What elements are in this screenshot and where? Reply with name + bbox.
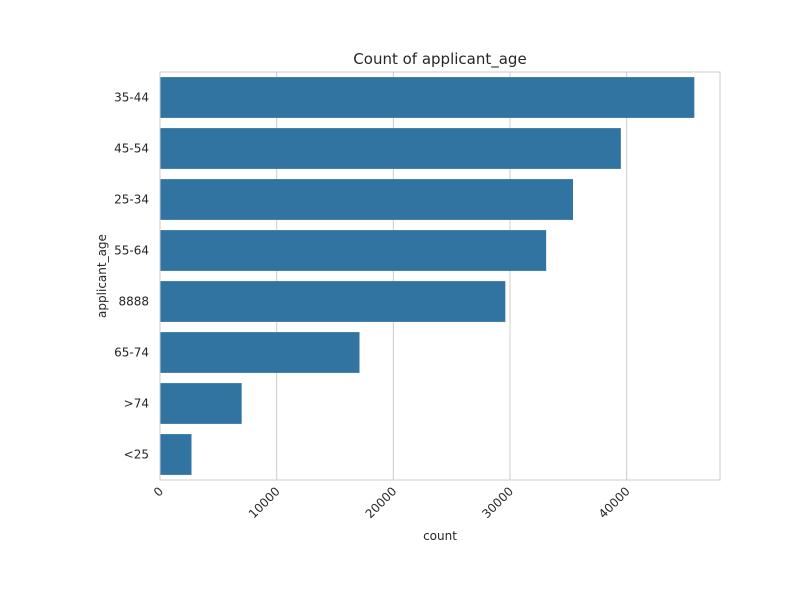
x-tick-label: 20000 (363, 484, 400, 521)
y-tick-label: 35-44 (114, 91, 149, 105)
x-tick-label: 30000 (479, 484, 516, 521)
x-tick-label: 40000 (596, 484, 633, 521)
bar (160, 281, 506, 322)
bar (160, 179, 573, 220)
x-tick-label: 10000 (246, 484, 283, 521)
bars (160, 77, 695, 475)
bar (160, 383, 242, 424)
bar (160, 77, 695, 118)
chart-title: Count of applicant_age (353, 50, 526, 69)
y-tick-label: 55-64 (114, 244, 149, 258)
y-tick-label: 45-54 (114, 142, 149, 156)
x-axis-label: count (423, 529, 457, 543)
y-tick-label: 25-34 (114, 193, 149, 207)
y-axis-label: applicant_age (95, 234, 109, 318)
y-tick-label: <25 (124, 448, 149, 462)
bar (160, 332, 360, 373)
bar (160, 230, 547, 271)
plot-frame (159, 71, 721, 481)
bar (160, 434, 192, 475)
y-tick-label: 8888 (118, 295, 149, 309)
y-tick-label: 65-74 (114, 346, 149, 360)
y-tick-label: >74 (124, 397, 149, 411)
bar (160, 128, 621, 169)
x-tick-labels: 0 10000 20000 30000 40000 (151, 484, 633, 521)
x-tick-label: 0 (151, 484, 166, 499)
y-tick-labels: 35-44 45-54 25-34 55-64 8888 65-74 >74 <25 (114, 91, 149, 462)
